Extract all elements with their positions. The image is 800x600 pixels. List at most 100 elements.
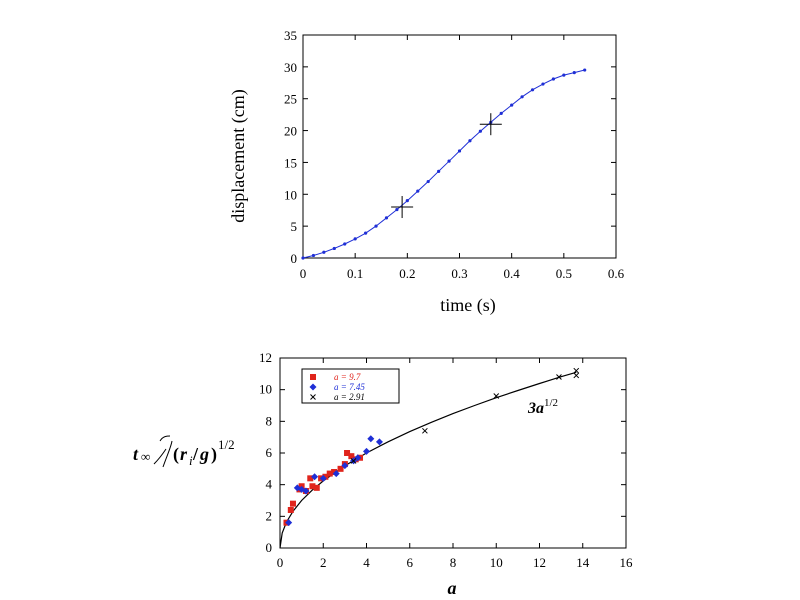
- chart2-series0-point: [331, 469, 338, 475]
- chart2-fit-label: 3a1/2: [527, 397, 558, 417]
- chart2-x-tick-label: 14: [576, 555, 590, 570]
- chart2-series0-point: [309, 483, 316, 490]
- chart2-x-tick-label: 10: [490, 555, 503, 570]
- chart2-ticks: [279, 357, 627, 549]
- chart1-x-axis-label: time (s): [440, 295, 496, 316]
- chart1-ticks: [302, 34, 617, 259]
- legend-marker-0: [310, 374, 316, 380]
- chart1-data-point: [343, 242, 347, 246]
- chart1-y-tick-label: 0: [291, 251, 298, 266]
- legend-box: [301, 368, 400, 404]
- chart2-y-tick-label: 12: [259, 350, 272, 365]
- chart1-data-point: [551, 77, 556, 81]
- chart2-scatter-points: [283, 367, 580, 527]
- chart1-data-point: [416, 189, 420, 193]
- chart1-data-point: [478, 129, 482, 133]
- chart1-plus-2-marker: [479, 113, 502, 136]
- chart1-x-tick-label: 0.6: [608, 266, 625, 281]
- legend-label-0: a = 9.7: [334, 372, 361, 382]
- chart1-data-point: [447, 159, 451, 163]
- legend-marker-1: [309, 383, 317, 391]
- chart2-series0-point: [348, 453, 355, 460]
- chart1-data-point: [562, 73, 566, 77]
- legend-label-1: a = 7.45: [334, 382, 365, 392]
- chart1-data-point: [395, 207, 399, 212]
- chart2-series1-point: [332, 470, 340, 478]
- chart2-x-tick-label: 2: [320, 555, 327, 570]
- chart1-y-tick-labels: 0 5 10 15 20 25 30 35: [284, 28, 297, 266]
- chart2-series0-point: [344, 450, 351, 456]
- chart2-series1-point: [367, 435, 375, 443]
- chart2-series2-point: [422, 427, 428, 434]
- ylabel-t: t: [133, 444, 139, 464]
- chart1-data-point: [301, 256, 305, 260]
- ylabel-divider: [153, 448, 167, 465]
- legend-marker-2: [310, 394, 316, 400]
- chart1-data-point: [457, 149, 462, 153]
- chart1-x-tick-label: 0: [300, 266, 307, 281]
- chart1-data-point: [353, 237, 357, 241]
- ylabel-g: g: [199, 444, 209, 464]
- ylabel-close-paren: ): [211, 444, 217, 465]
- chart2-series0-point: [289, 500, 296, 507]
- chart1-data-point: [364, 231, 368, 235]
- chart2-x-tick-label: 8: [450, 555, 457, 570]
- ylabel-i: i: [189, 453, 193, 468]
- chart2-y-tick-label: 6: [266, 445, 273, 460]
- chart2-series0-point: [313, 484, 320, 491]
- chart2-series0-point: [337, 465, 344, 472]
- chart2-series1-point: [285, 519, 293, 527]
- chart2-series2-point: [350, 458, 357, 464]
- ylabel-inf: ∞: [141, 449, 150, 464]
- chart1-data-point: [437, 169, 441, 173]
- fit-label-prefix: 3: [527, 400, 536, 417]
- chart1-y-tick-label: 5: [291, 219, 298, 234]
- chart2-y-axis-label: t ∞ ( r i / g ) 1/2: [133, 435, 235, 468]
- chart1-y-tick-label: 10: [284, 187, 297, 202]
- chart2-series2-point: [573, 372, 580, 379]
- chart2-series1-point: [311, 473, 319, 481]
- fit-label-exp: 1/2: [544, 397, 558, 409]
- chart1-plus-1-marker: [391, 196, 414, 219]
- chart1-x-tick-label: 0.4: [504, 266, 521, 281]
- chart2-series0-point: [287, 507, 294, 513]
- chart1-data-point: [332, 246, 336, 251]
- chart2-y-tick-label: 0: [266, 540, 273, 555]
- ylabel-slash: [159, 435, 173, 468]
- chart2-x-tick-label: 4: [363, 555, 370, 570]
- chart1-data-point: [468, 139, 472, 143]
- chart1-x-tick-label: 0.5: [556, 266, 572, 281]
- chart2-y-tick-label: 8: [266, 413, 273, 428]
- chart1-y-tick-label: 30: [284, 60, 297, 75]
- chart1-data-point: [530, 88, 535, 92]
- chart1-data-point: [510, 103, 514, 107]
- chart2-series2-point: [573, 367, 580, 374]
- chart1-series-points: [301, 68, 587, 260]
- chart2-series0-point: [326, 470, 333, 477]
- chart1-x-tick-labels: 0 0.1 0.2 0.3 0.4 0.5 0.6: [300, 266, 625, 281]
- chart1-data-point: [541, 82, 545, 86]
- chart2-series0-point: [322, 473, 329, 480]
- chart1-cross-markers: [391, 113, 502, 219]
- chart1-data-point: [374, 224, 378, 228]
- chart2-series1-point: [319, 474, 327, 482]
- chart1-series-line: [302, 69, 585, 259]
- chart2-x-tick-label: 12: [533, 555, 546, 570]
- chart1-x-tick-label: 0.1: [347, 266, 363, 281]
- ylabel-open-paren: (: [173, 444, 179, 465]
- ylabel-exp: 1/2: [218, 437, 235, 452]
- chart1-data-point: [572, 70, 576, 75]
- chart1-data-point: [499, 111, 503, 115]
- fit-label-var: a: [536, 400, 544, 417]
- chart1-y-tick-label: 25: [284, 92, 297, 107]
- chart1-y-tick-label: 20: [284, 124, 297, 139]
- chart2-y-tick-label: 10: [259, 382, 272, 397]
- chart2-y-tick-labels: 0 2 4 6 8 10 12: [259, 350, 273, 555]
- chart1-x-tick-label: 0.3: [451, 266, 467, 281]
- chart2-series2-point: [556, 374, 562, 380]
- chart2-y-tick-label: 4: [266, 477, 273, 492]
- ylabel-r: r: [180, 444, 188, 464]
- chart1-data-point: [426, 179, 430, 184]
- chart2-series2-point: [493, 393, 500, 399]
